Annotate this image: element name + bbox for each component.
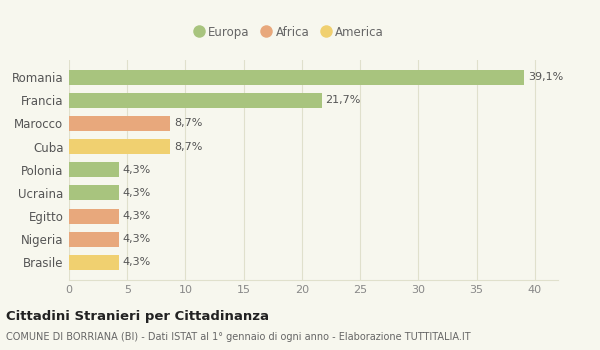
Bar [69, 93, 322, 108]
Bar [69, 70, 524, 85]
Text: 8,7%: 8,7% [174, 142, 202, 152]
Text: 39,1%: 39,1% [528, 72, 563, 82]
Bar [69, 186, 119, 201]
Bar [69, 232, 119, 247]
Legend: Europa, Africa, America: Europa, Africa, America [189, 21, 389, 44]
Bar [69, 255, 119, 270]
Text: 4,3%: 4,3% [122, 258, 151, 267]
Text: 4,3%: 4,3% [122, 211, 151, 221]
Bar [69, 162, 119, 177]
Text: COMUNE DI BORRIANA (BI) - Dati ISTAT al 1° gennaio di ogni anno - Elaborazione T: COMUNE DI BORRIANA (BI) - Dati ISTAT al … [6, 332, 470, 342]
Text: 4,3%: 4,3% [122, 234, 151, 244]
Text: 21,7%: 21,7% [325, 95, 361, 105]
Bar [69, 116, 170, 131]
Bar [69, 209, 119, 224]
Text: Cittadini Stranieri per Cittadinanza: Cittadini Stranieri per Cittadinanza [6, 310, 269, 323]
Text: 8,7%: 8,7% [174, 118, 202, 128]
Text: 4,3%: 4,3% [122, 165, 151, 175]
Bar [69, 139, 170, 154]
Text: 4,3%: 4,3% [122, 188, 151, 198]
